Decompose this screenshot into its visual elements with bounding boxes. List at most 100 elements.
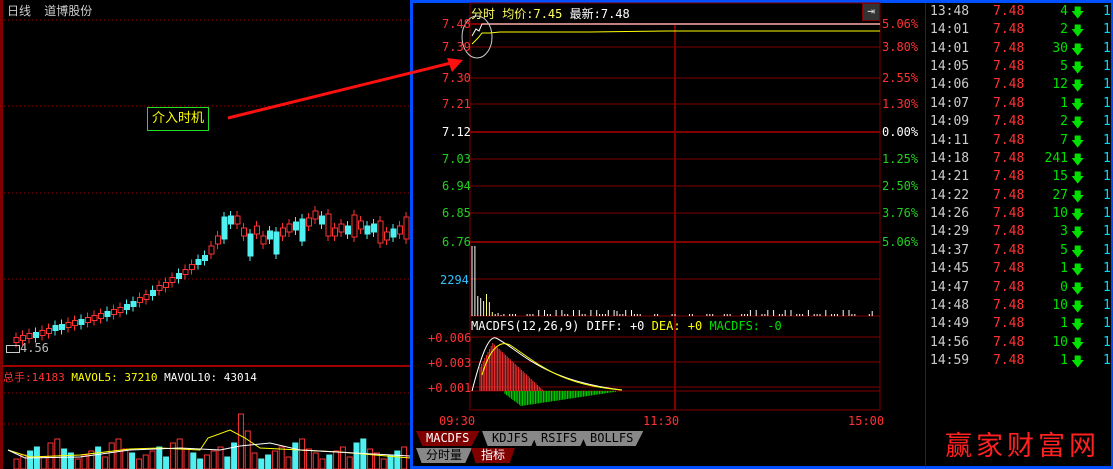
trade-volume: 4 [1060, 4, 1068, 19]
pct-tick: 5.06% [882, 17, 919, 31]
volume-bar [231, 442, 238, 469]
trade-volume: 2 [1060, 114, 1068, 130]
trade-count: 1 [1103, 353, 1111, 369]
candle-up [260, 235, 267, 245]
pct-tick: 1.30% [882, 97, 919, 111]
tab-rsifs[interactable]: RSIFS [531, 431, 588, 446]
candle-up [306, 217, 312, 227]
trade-count: 1 [1103, 316, 1111, 332]
price-tick: 6.85 [442, 206, 471, 220]
volume-bar [333, 450, 340, 469]
period-label: 日线 [7, 4, 32, 18]
trade-row: 14:29 7.48 3 🡇 1 [930, 224, 1111, 242]
candle-down [33, 332, 39, 338]
trade-row: 14:05 7.48 5 🡇 1 [930, 59, 1111, 77]
candle-up [26, 333, 33, 339]
pct-tick: 3.76% [882, 206, 919, 220]
tab-macdfs[interactable]: MACDFS [416, 431, 480, 446]
trade-time: 14:49 [930, 316, 970, 332]
trade-volume: 0 [1060, 279, 1068, 295]
candle-down [130, 301, 137, 307]
volume-bar [244, 430, 251, 469]
candle-up [163, 282, 169, 288]
trade-price: 7.48 [993, 114, 1025, 130]
arrow-down-icon: 🡇 [1071, 116, 1085, 132]
trade-volume: 241 [1044, 150, 1068, 166]
trade-row: 14:48 7.48 10 🡇 1 [930, 297, 1111, 316]
volume-bar [81, 454, 88, 469]
arrowhead-icon [447, 58, 463, 72]
volume-bar [88, 450, 95, 469]
trade-time: 14:11 [930, 132, 970, 148]
price-tick: 7.12 [442, 125, 471, 139]
tab-kdjfs[interactable]: KDJFS [482, 431, 539, 446]
volume-bar [67, 452, 74, 469]
candle-up [65, 322, 72, 328]
volume-bar [271, 450, 278, 469]
arrow-down-icon: 🡇 [1071, 97, 1085, 113]
pct-tick: 5.06% [882, 235, 919, 249]
candle-down [104, 311, 111, 317]
low-marker-icon [6, 344, 20, 353]
candle-up [137, 297, 143, 303]
volume-bar [61, 448, 68, 469]
trade-divider [925, 3, 926, 467]
candle-up [13, 337, 20, 343]
candle-down [176, 273, 182, 279]
volume-bar [367, 448, 374, 469]
trade-count: 1 [1103, 297, 1111, 313]
candle-down [195, 259, 202, 265]
trade-count: 1 [1103, 40, 1111, 56]
volume-bar [156, 446, 163, 469]
trade-time: 14:59 [930, 353, 970, 369]
macd-tick: +0.006 [428, 331, 472, 345]
macd-header: MACDFS(12,26,9) DIFF: +0 DEA: +0 MACDFS:… [471, 319, 782, 333]
candle-down [202, 255, 208, 261]
trade-row: 14:06 7.48 12 🡇 1 [930, 77, 1111, 95]
volume-bar [380, 458, 387, 469]
trade-time: 14:29 [930, 224, 970, 240]
volume-bar [339, 446, 346, 469]
tab-volume[interactable]: 分时量 [416, 448, 473, 463]
trade-volume: 1 [1060, 95, 1068, 111]
arrow-down-icon: 🡇 [1071, 6, 1085, 21]
candle-up [98, 313, 104, 319]
volume-bar [27, 450, 34, 469]
daily-chart-panel[interactable]: 日线 道博股份 [0, 0, 410, 469]
trade-count: 1 [1103, 132, 1111, 148]
volume-bar [203, 454, 210, 469]
volume-bar [190, 452, 197, 469]
candle-down [319, 215, 325, 225]
trade-price: 7.48 [993, 334, 1025, 350]
volume-bar [265, 454, 272, 469]
trade-count: 1 [1103, 187, 1111, 203]
candle-up [403, 216, 410, 240]
daily-candles [3, 19, 410, 469]
volume-bar [54, 438, 61, 469]
tab-indicator[interactable]: 指标 [471, 448, 516, 463]
trade-volume: 1 [1060, 316, 1068, 332]
collapse-panel-button[interactable]: ⇥ [862, 3, 880, 21]
diff-line [471, 337, 623, 392]
candle-down [59, 324, 65, 330]
candle-up [39, 330, 46, 336]
tab-bollfs[interactable]: BOLLFS [580, 431, 644, 446]
candle-up [384, 231, 390, 241]
volume-bar [210, 450, 217, 469]
volume-tick: 2294 [440, 273, 469, 287]
candle-up [358, 220, 364, 230]
trade-volume: 10 [1052, 297, 1068, 313]
trade-time: 14:01 [930, 22, 970, 38]
candle-up [72, 320, 78, 326]
pct-tick: 3.80% [882, 40, 919, 54]
candle-up [312, 210, 319, 220]
trade-row: 14:21 7.48 15 🡇 1 [930, 169, 1111, 187]
candle-down [390, 228, 397, 238]
trade-time: 14:05 [930, 59, 970, 75]
trade-time: 14:26 [930, 206, 970, 222]
trade-count: 1 [1103, 95, 1111, 111]
volume-bar [319, 458, 326, 469]
candle-down [364, 225, 371, 235]
trade-volume: 2 [1060, 22, 1068, 38]
